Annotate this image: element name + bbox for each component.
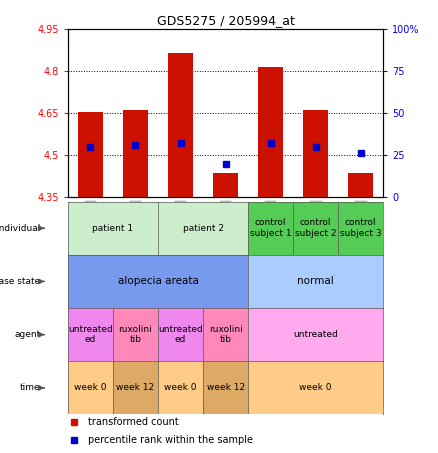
Bar bbox=[303, 111, 328, 197]
Text: normal: normal bbox=[297, 276, 334, 286]
Text: ruxolini
tib: ruxolini tib bbox=[208, 325, 243, 344]
Text: ruxolini
tib: ruxolini tib bbox=[119, 325, 152, 344]
Text: disease state: disease state bbox=[0, 277, 41, 286]
Text: time: time bbox=[20, 383, 41, 392]
Text: week 12: week 12 bbox=[117, 383, 155, 392]
Bar bbox=[168, 53, 193, 197]
Text: agent: agent bbox=[14, 330, 41, 339]
Bar bbox=[348, 173, 373, 197]
Text: untreated: untreated bbox=[293, 330, 338, 339]
Title: GDS5275 / 205994_at: GDS5275 / 205994_at bbox=[157, 14, 294, 27]
Text: patient 1: patient 1 bbox=[92, 224, 134, 233]
Text: alopecia areata: alopecia areata bbox=[117, 276, 198, 286]
Text: week 12: week 12 bbox=[206, 383, 245, 392]
Bar bbox=[258, 67, 283, 197]
Text: control
subject 1: control subject 1 bbox=[250, 218, 291, 238]
Bar bbox=[213, 173, 238, 197]
Text: untreated
ed: untreated ed bbox=[68, 325, 113, 344]
Text: week 0: week 0 bbox=[164, 383, 197, 392]
Text: individual: individual bbox=[0, 224, 41, 233]
Text: percentile rank within the sample: percentile rank within the sample bbox=[88, 435, 254, 445]
Text: week 0: week 0 bbox=[300, 383, 332, 392]
Bar bbox=[78, 112, 103, 197]
Bar bbox=[123, 111, 148, 197]
Text: transformed count: transformed count bbox=[88, 417, 179, 427]
Text: week 0: week 0 bbox=[74, 383, 107, 392]
Text: patient 2: patient 2 bbox=[183, 224, 223, 233]
Text: control
subject 3: control subject 3 bbox=[340, 218, 381, 238]
Text: untreated
ed: untreated ed bbox=[158, 325, 203, 344]
Text: control
subject 2: control subject 2 bbox=[295, 218, 336, 238]
